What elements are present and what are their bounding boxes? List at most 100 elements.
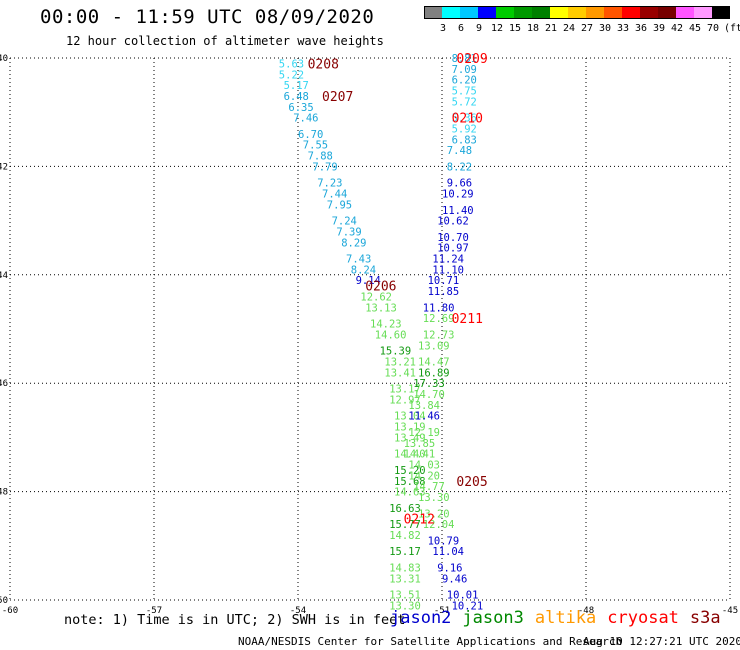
swh-label: 13.31 (389, 573, 421, 585)
color-scale-label: 24 (562, 23, 576, 34)
color-scale-label: 45 (688, 23, 702, 34)
swh-label: 11.04 (432, 546, 464, 558)
swh-label: 14.83 (389, 562, 421, 574)
swh-label: 7.23 (317, 178, 342, 190)
color-swatch (496, 6, 514, 19)
swh-label: 15.20 (394, 465, 426, 477)
chart-title: 00:00 - 11:59 UTC 08/09/2020 (40, 6, 375, 28)
y-tick-label: -42 (0, 162, 8, 172)
color-scale-label: 27 (580, 23, 594, 34)
color-swatch (712, 6, 730, 19)
x-tick-label: -45 (722, 606, 738, 616)
color-scale-label: 6 (457, 23, 465, 34)
y-tick-label: -48 (0, 488, 8, 498)
swh-label: 6.48 (284, 91, 309, 103)
swh-label: 10.71 (428, 275, 460, 287)
swh-label: 15.68 (394, 476, 426, 488)
satellite-legend: jason2 jason3 altika cryosat s3a (390, 608, 732, 628)
swh-label: 7.09 (452, 64, 477, 76)
swh-label: 7.55 (303, 140, 328, 152)
color-scale-label: 36 (634, 23, 648, 34)
swh-label: 7.79 (312, 161, 337, 173)
swh-label: 13.09 (418, 340, 450, 352)
x-tick-label: -57 (146, 606, 162, 616)
color-swatch (622, 6, 640, 19)
swh-label: 11.10 (432, 264, 464, 276)
color-scale-label: 3 (439, 23, 447, 34)
color-swatch (568, 6, 586, 19)
swh-label: 14.40 (394, 449, 426, 461)
swh-label: 14.23 (370, 319, 402, 331)
color-scale-label: 30 (598, 23, 612, 34)
color-swatch (586, 6, 604, 19)
swh-label: 12.04 (423, 519, 455, 531)
swh-label: 7.95 (327, 199, 352, 211)
swh-label: 5.36 (452, 113, 477, 125)
x-tick-label: -60 (2, 606, 18, 616)
swh-label: 6.83 (452, 134, 477, 146)
swh-label: 13.84 (408, 400, 440, 412)
swh-label: 13.85 (404, 438, 436, 450)
color-scale-label: 33 (616, 23, 630, 34)
swh-label: 15.39 (380, 346, 412, 358)
swh-label: 7.44 (322, 189, 347, 201)
credit-organization: NOAA/NESDIS Center for Satellite Applica… (238, 635, 623, 648)
swh-label: 8.81 (452, 53, 477, 65)
swh-label: 10.29 (442, 189, 474, 201)
swh-label: 8.29 (341, 237, 366, 249)
pass-time-label: 0210 (452, 112, 483, 127)
color-scale-label: 12 (490, 23, 504, 34)
swh-label: 6.20 (452, 75, 477, 87)
y-tick-label: -44 (0, 271, 8, 281)
swh-label: 14.60 (375, 329, 407, 341)
swh-label: 16.63 (389, 503, 421, 515)
swh-label: 5.75 (452, 86, 477, 98)
swh-label: 10.70 (437, 232, 469, 244)
swh-label: 13.20 (418, 508, 450, 520)
color-swatch (604, 6, 622, 19)
swh-label: 14.47 (418, 357, 450, 369)
legend-jason2: jason2 (390, 608, 452, 628)
x-tick-label: -54 (290, 606, 306, 616)
swh-label: 5.22 (279, 69, 304, 81)
swh-label: 11.46 (408, 411, 440, 423)
pass-time-label: 0209 (456, 52, 487, 67)
swh-label: 13.30 (418, 492, 450, 504)
color-scale-label: 9 (475, 23, 483, 34)
x-tick-label: -51 (434, 606, 450, 616)
color-swatch (694, 6, 712, 19)
swh-label: 6.70 (298, 129, 323, 141)
swh-label: 12.62 (360, 291, 392, 303)
swh-label: 17.33 (413, 378, 445, 390)
swh-label: 7.24 (332, 216, 357, 228)
swh-label: 14.82 (389, 530, 421, 542)
swh-label: 14.41 (404, 449, 436, 461)
legend-altika: altika (534, 608, 597, 628)
swh-label: 9.14 (356, 275, 381, 287)
legend-s3a: s3a (689, 608, 721, 628)
swh-label: 5.63 (279, 58, 304, 70)
color-swatch (550, 6, 568, 19)
swh-label: 11.80 (423, 302, 455, 314)
swh-label: 12.19 (408, 427, 440, 439)
swh-label: 16.89 (418, 367, 450, 379)
swh-label: 15.17 (389, 546, 421, 558)
x-tick-label: -48 (578, 606, 594, 616)
swh-label: 11.40 (442, 205, 474, 217)
pass-time-label: 0205 (456, 475, 487, 490)
pass-time-label: 0211 (452, 312, 483, 327)
y-tick-label: -40 (0, 54, 8, 64)
swh-label: 8.22 (447, 161, 472, 173)
swh-label: 14.03 (408, 460, 440, 472)
legend-jason3: jason3 (462, 608, 524, 628)
pass-time-label: 0212 (404, 513, 435, 528)
swh-label: 10.62 (437, 216, 469, 228)
swh-label: 14.20 (408, 470, 440, 482)
swh-label: 9.66 (447, 178, 472, 190)
pass-time-label: 0207 (322, 90, 353, 105)
swh-label: 12.73 (423, 329, 455, 341)
legend-cryosat: cryosat (607, 608, 679, 628)
chart-subtitle: 12 hour collection of altimeter wave hei… (66, 34, 384, 48)
color-swatch (460, 6, 478, 19)
color-scale-outline (424, 6, 730, 19)
